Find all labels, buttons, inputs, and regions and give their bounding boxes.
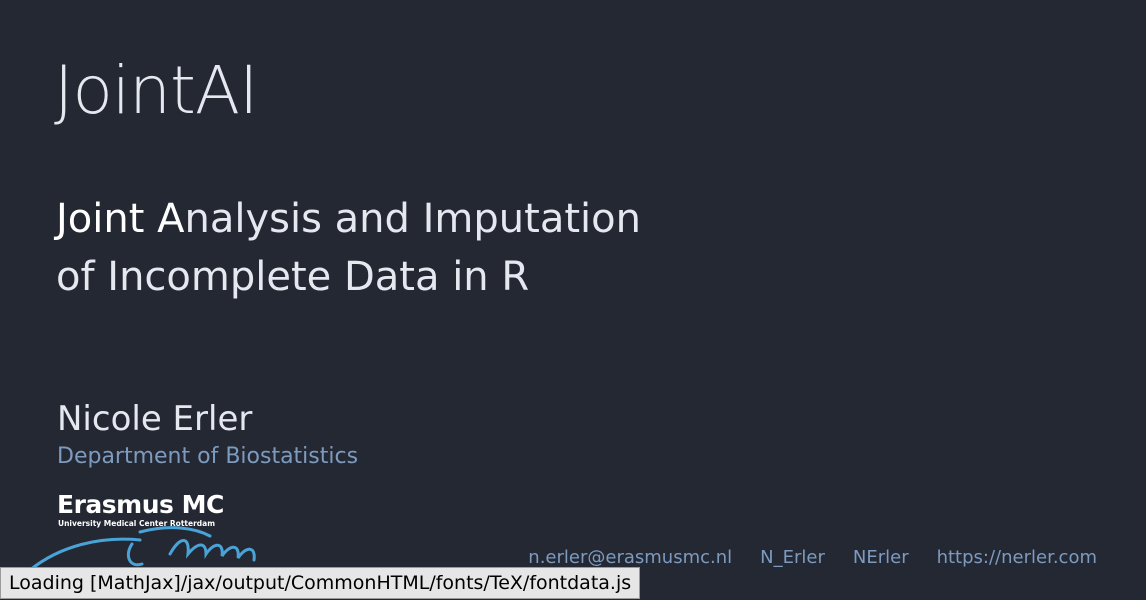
author-department: Department of Biostatistics [57,444,359,469]
subtitle-line-1-rest: nalysis and Imputation [184,196,641,242]
email-link[interactable]: n.erler@erasmusmc.nl [528,547,733,568]
github-link[interactable]: NErler [852,547,909,568]
twitter-link[interactable]: N_Erler [760,547,825,568]
website-link[interactable]: https://nerler.com [936,547,1097,568]
author-name: Nicole Erler [57,399,253,439]
subtitle-line-1: Joint Analysis and Imputation [56,190,641,248]
subtitle-line-2: of Incomplete Data in R [56,254,530,300]
logo-tagline: University Medical Center Rotterdam [58,519,216,528]
mathjax-loading-status: Loading [MathJax]/jax/output/CommonHTML/… [0,567,641,599]
contact-links: n.erler@erasmusmc.nl N_Erler NErler http… [528,547,1097,568]
slide-title: JointAI [54,52,259,129]
slide-subtitle: Joint Analysis and Imputation of Incompl… [56,190,641,306]
erasmus-mc-logo: Erasmus MC University Medical Center Rot… [28,490,266,572]
erasmus-signature-icon [28,526,256,572]
logo-wordmark: Erasmus MC [57,490,224,519]
subtitle-accent: Joint A [56,196,185,242]
